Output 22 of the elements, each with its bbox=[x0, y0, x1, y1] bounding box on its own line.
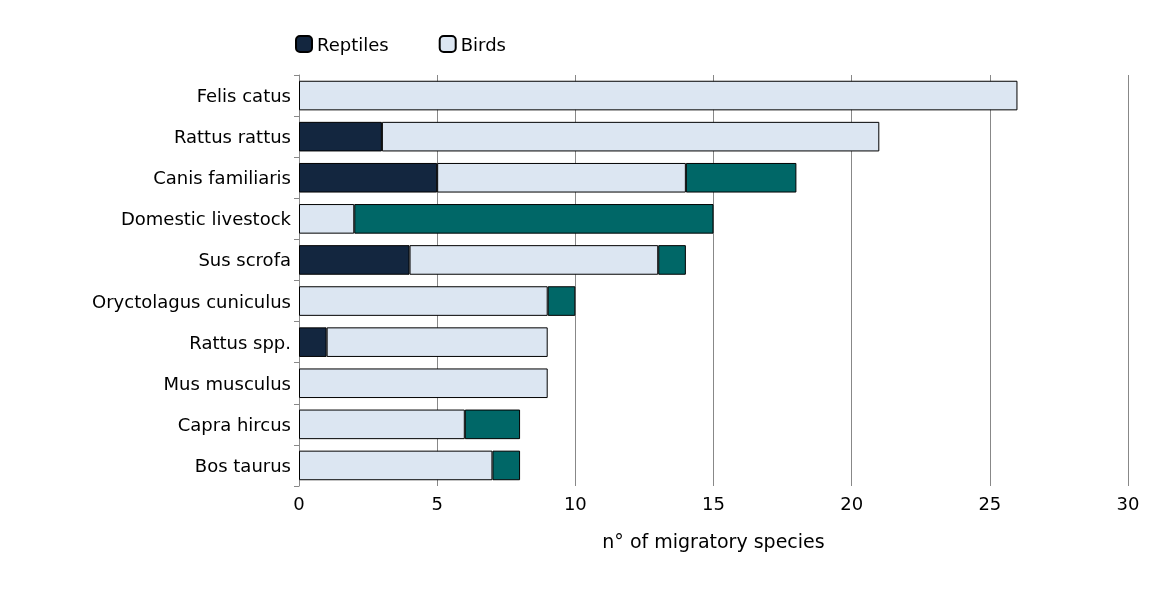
bar bbox=[299, 368, 548, 399]
x-tick-label: 5 bbox=[431, 492, 443, 514]
y-tick-label: Oryctolagus cuniculus bbox=[92, 290, 291, 312]
x-tick-label: 20 bbox=[840, 492, 864, 514]
y-tick-label: Rattus rattus bbox=[173, 126, 291, 148]
x-tick-label: 15 bbox=[702, 492, 725, 514]
legend-label: Reptiles bbox=[317, 33, 389, 55]
y-tick-label: Rattus spp. bbox=[189, 331, 291, 353]
x-tick-label: 10 bbox=[563, 492, 587, 514]
y-tick-label: Capra hircus bbox=[177, 413, 291, 435]
x-tick-label: 25 bbox=[978, 492, 1002, 514]
y-tick-label: Felis catus bbox=[196, 85, 291, 107]
y-tick-label: Canis familiaris bbox=[153, 167, 291, 189]
y-tick-label: Bos taurus bbox=[194, 454, 291, 476]
y-tick-label: Mus musculus bbox=[163, 372, 291, 394]
y-tick-label: Domestic livestock bbox=[120, 208, 292, 230]
legend-label: Birds bbox=[460, 33, 506, 55]
x-tick-label: 0 bbox=[293, 492, 305, 514]
bar bbox=[299, 80, 1018, 111]
x-tick-label: 30 bbox=[1116, 492, 1140, 514]
x-axis-title: n° of migratory species bbox=[602, 529, 825, 552]
y-tick-label: Sus scrofa bbox=[198, 249, 291, 271]
